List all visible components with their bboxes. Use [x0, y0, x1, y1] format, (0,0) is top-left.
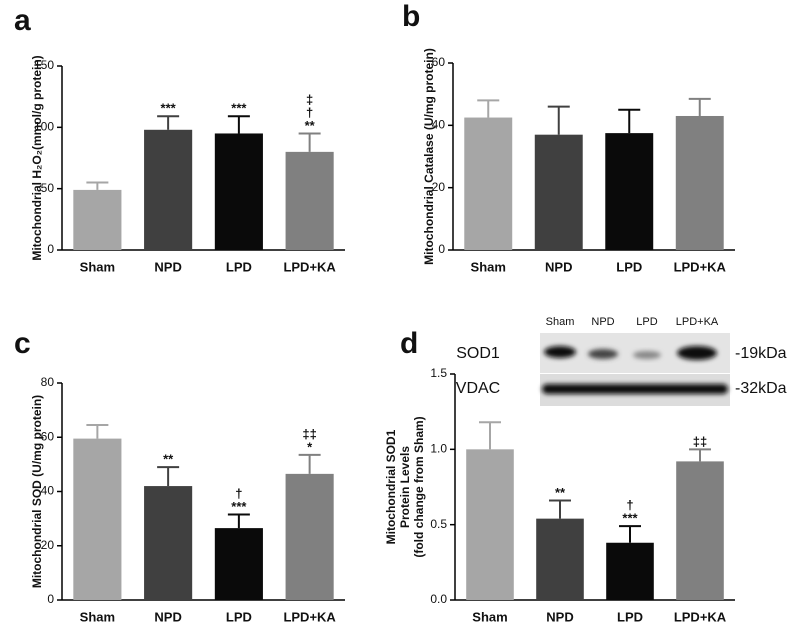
- bar: [285, 473, 334, 600]
- blot-size-label: -19kDa: [735, 345, 787, 362]
- bar: [676, 461, 724, 600]
- y-tick-label: 0: [47, 242, 54, 256]
- x-tick-label: LPD: [616, 259, 642, 274]
- x-tick-label: LPD: [226, 259, 252, 274]
- x-tick-label: LPD: [617, 609, 643, 624]
- significance-label: **: [305, 118, 316, 133]
- bar: [464, 117, 513, 251]
- bar: [73, 438, 122, 600]
- significance-label: ***: [622, 511, 638, 526]
- blot-row-label: SOD1: [456, 345, 500, 362]
- x-tick-label: NPD: [154, 609, 181, 624]
- blot-row-label: VDAC: [456, 380, 500, 397]
- significance-label: *: [307, 439, 313, 454]
- bar: [285, 151, 334, 250]
- significance-label: ***: [231, 101, 247, 116]
- blot-lane-label: LPD+KA: [676, 316, 719, 328]
- bar: [536, 518, 584, 600]
- y-axis-label: Mitochondrial SOD1: [384, 429, 398, 544]
- panel-label: a: [14, 4, 31, 37]
- x-tick-label: Sham: [471, 259, 506, 274]
- y-axis-label: Mitochondrial H₂O₂(mmol/g protein): [30, 55, 44, 260]
- panel-label: b: [402, 0, 420, 33]
- y-tick-label: 40: [432, 118, 446, 132]
- x-tick-label: Sham: [472, 609, 507, 624]
- y-axis-label: Mitochondrial SOD (U/mg protein): [30, 395, 44, 588]
- blot-lane-label: Sham: [546, 316, 575, 328]
- bar: [606, 542, 654, 600]
- significance-label: †: [306, 105, 313, 120]
- panel-label: d: [400, 327, 418, 360]
- bar: [214, 133, 263, 250]
- significance-label: ‡‡: [302, 426, 316, 441]
- significance-label: ***: [161, 101, 177, 116]
- blot-image: [540, 333, 730, 406]
- bar: [675, 115, 724, 250]
- y-tick-label: 50: [41, 181, 55, 195]
- y-tick-label: 40: [41, 484, 55, 498]
- y-tick-label: 0.5: [430, 517, 447, 531]
- bar: [73, 189, 122, 250]
- x-tick-label: LPD+KA: [674, 259, 727, 274]
- x-tick-label: LPD+KA: [283, 259, 336, 274]
- y-tick-label: 20: [41, 538, 55, 552]
- significance-label: ***: [231, 499, 247, 514]
- x-tick-label: LPD+KA: [283, 609, 336, 624]
- significance-label: ‡‡: [693, 434, 707, 449]
- significance-label: †: [626, 498, 633, 513]
- x-tick-label: NPD: [154, 259, 181, 274]
- significance-label: ‡: [306, 92, 313, 107]
- x-tick-label: LPD+KA: [674, 609, 727, 624]
- panel-label: c: [14, 327, 31, 360]
- bar: [534, 134, 583, 250]
- significance-label: †: [235, 486, 242, 501]
- y-tick-label: 0: [438, 242, 445, 256]
- blot-size-label: -32kDa: [735, 380, 787, 397]
- y-axis-label: Protein Levels: [398, 446, 412, 528]
- y-tick-label: 0: [47, 592, 54, 606]
- y-tick-label: 1.0: [430, 442, 447, 456]
- y-tick-label: 100: [34, 120, 54, 134]
- y-axis-label: Mitochondrial Catalase (U/mg protein): [422, 48, 436, 265]
- bar: [144, 486, 193, 600]
- x-tick-label: NPD: [545, 259, 572, 274]
- bar: [466, 449, 514, 600]
- bar: [605, 133, 654, 250]
- y-tick-label: 80: [41, 375, 55, 389]
- x-tick-label: Sham: [80, 259, 115, 274]
- x-tick-label: Sham: [80, 609, 115, 624]
- significance-label: **: [555, 485, 566, 500]
- y-tick-label: 150: [34, 58, 54, 72]
- y-tick-label: 60: [432, 55, 446, 69]
- y-tick-label: 1.5: [430, 366, 447, 380]
- bar: [214, 528, 263, 600]
- blot-lane-label: LPD: [636, 316, 657, 328]
- y-tick-label: 60: [41, 429, 55, 443]
- significance-label: **: [163, 452, 174, 467]
- blot-lane-label: NPD: [591, 316, 614, 328]
- y-axis-label: (fold change from Sham): [412, 416, 426, 557]
- x-tick-label: LPD: [226, 609, 252, 624]
- y-tick-label: 0.0: [430, 592, 447, 606]
- y-tick-label: 20: [432, 180, 446, 194]
- bar: [144, 129, 193, 250]
- x-tick-label: NPD: [546, 609, 573, 624]
